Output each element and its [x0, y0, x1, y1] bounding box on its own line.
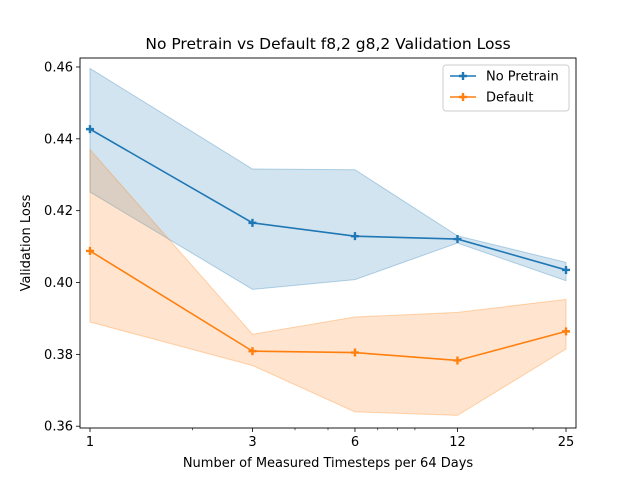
legend: No Pretrain Default [442, 64, 570, 112]
legend-marker-default [459, 93, 467, 101]
x-tick-label: 3 [248, 435, 256, 450]
point-no-pretrain-4 [562, 265, 571, 274]
point-default-4 [562, 327, 571, 336]
point-default-1 [248, 347, 257, 356]
y-tick-label: 0.42 [44, 204, 73, 219]
y-tick-label: 0.40 [44, 276, 73, 291]
y-axis-title: Validation Loss [19, 194, 34, 291]
x-tick-label: 6 [351, 435, 359, 450]
point-no-pretrain-3 [453, 235, 462, 244]
x-tick-label: 25 [558, 435, 575, 450]
y-axis: 0.36 0.38 0.40 0.42 0.44 0.46 [44, 60, 80, 435]
point-default-0 [85, 246, 94, 255]
band-default [89, 148, 567, 416]
x-tick-label: 1 [86, 435, 94, 450]
y-tick-label: 0.44 [44, 132, 73, 147]
point-default-2 [350, 348, 359, 357]
point-no-pretrain-0 [85, 125, 94, 134]
point-no-pretrain-2 [350, 232, 359, 241]
x-tick-label: 12 [449, 435, 466, 450]
legend-label-no-pretrain: No Pretrain [486, 70, 559, 85]
legend-label-default: Default [486, 91, 534, 106]
confidence-bands [89, 67, 567, 416]
band-no-pretrain [89, 67, 567, 290]
point-no-pretrain-1 [248, 218, 257, 227]
x-axis: 1 3 6 12 25 [86, 428, 574, 450]
legend-marker-no-pretrain [459, 72, 467, 80]
y-tick-label: 0.38 [44, 348, 73, 363]
point-default-3 [453, 356, 462, 365]
y-tick-label: 0.36 [44, 420, 73, 435]
series-markers [85, 125, 571, 365]
x-axis-title: Number of Measured Timesteps per 64 Days [183, 456, 474, 471]
chart-title: No Pretrain vs Default f8,2 g8,2 Validat… [145, 35, 510, 53]
y-tick-label: 0.46 [44, 60, 73, 75]
